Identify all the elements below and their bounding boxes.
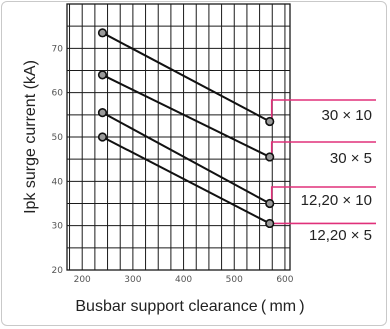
y-tick-labels: 20 30 40 50 60 70 [52,44,64,276]
series-line [101,111,271,205]
series-label: 30 × 10 [322,107,372,124]
x-axis-label: Busbar support clearance ( mm ) [75,298,304,315]
data-point [97,70,108,80]
series-lines [101,31,271,225]
x-tick-label: 600 [276,275,293,285]
y-axis-label: Ipk surge current (kA) [22,60,39,214]
series-line [102,31,271,123]
x-tick-labels: 200 300 400 500 600 [74,275,294,285]
data-point [265,152,275,162]
series-label: 12,20 × 5 [309,227,372,244]
series-line [102,136,271,225]
grid [66,3,291,271]
data-point [97,132,108,142]
x-tick-label: 500 [226,275,243,285]
chart-frame [1,1,387,326]
x-tick-label: 300 [124,275,141,285]
y-tick-label: 20 [52,266,64,276]
data-point [97,108,108,118]
series-labels: 30 × 10 30 × 5 12,20 × 10 12,20 × 5 [301,107,372,244]
y-tick-label: 50 [52,133,64,143]
y-tick-label: 60 [52,89,64,99]
plot-border [66,3,291,271]
x-tick-label: 200 [74,275,91,285]
y-tick-label: 40 [52,177,64,187]
series-line [102,74,271,158]
series-label: 12,20 × 10 [301,192,372,209]
data-point [265,218,275,229]
series-label: 30 × 5 [330,150,372,167]
y-tick-label: 70 [52,44,64,54]
series-points [97,28,275,229]
x-tick-label: 400 [175,275,192,285]
data-point [265,116,275,127]
data-point [97,28,108,38]
y-tick-label: 30 [52,222,64,232]
data-point [265,198,275,209]
